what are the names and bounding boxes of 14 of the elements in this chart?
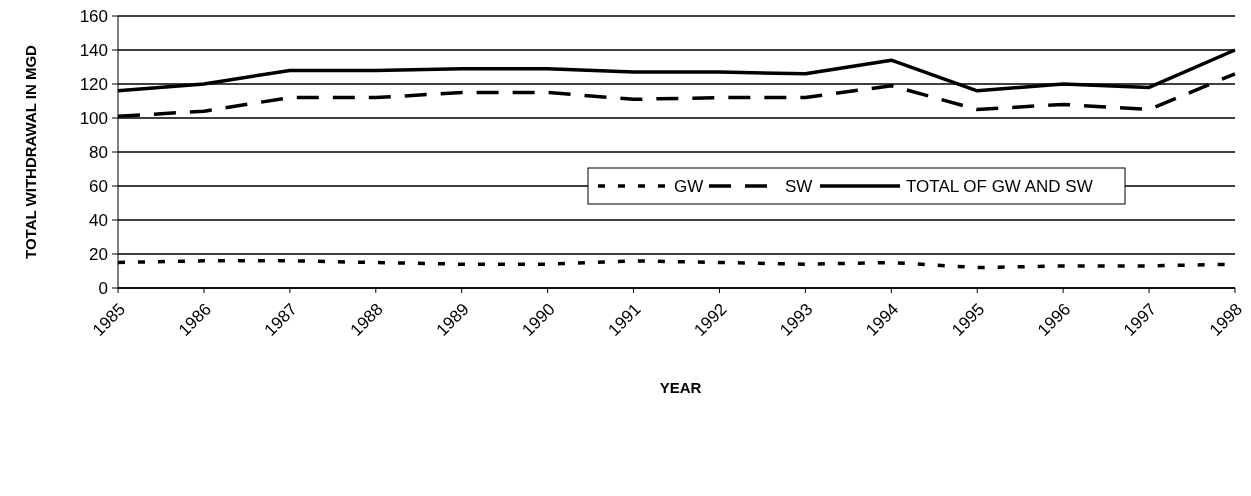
y-tick-label: 80	[89, 142, 108, 162]
y-tick-label: 140	[79, 40, 108, 60]
y-tick-label: 60	[89, 176, 108, 196]
y-tick-label: 40	[89, 210, 108, 230]
y-axis-title: TOTAL WITHDRAWAL IN MGD	[22, 44, 39, 259]
y-tick-label: 120	[79, 74, 108, 94]
legend-label: SW	[785, 176, 813, 196]
y-tick-label: 20	[89, 244, 108, 264]
y-tick-label: 160	[79, 6, 108, 26]
y-tick-label: 0	[98, 278, 108, 298]
y-tick-label: 100	[79, 108, 108, 128]
x-axis-title: YEAR	[659, 379, 702, 396]
legend-label: GW	[674, 176, 704, 196]
legend-label: TOTAL OF GW AND SW	[906, 176, 1093, 196]
